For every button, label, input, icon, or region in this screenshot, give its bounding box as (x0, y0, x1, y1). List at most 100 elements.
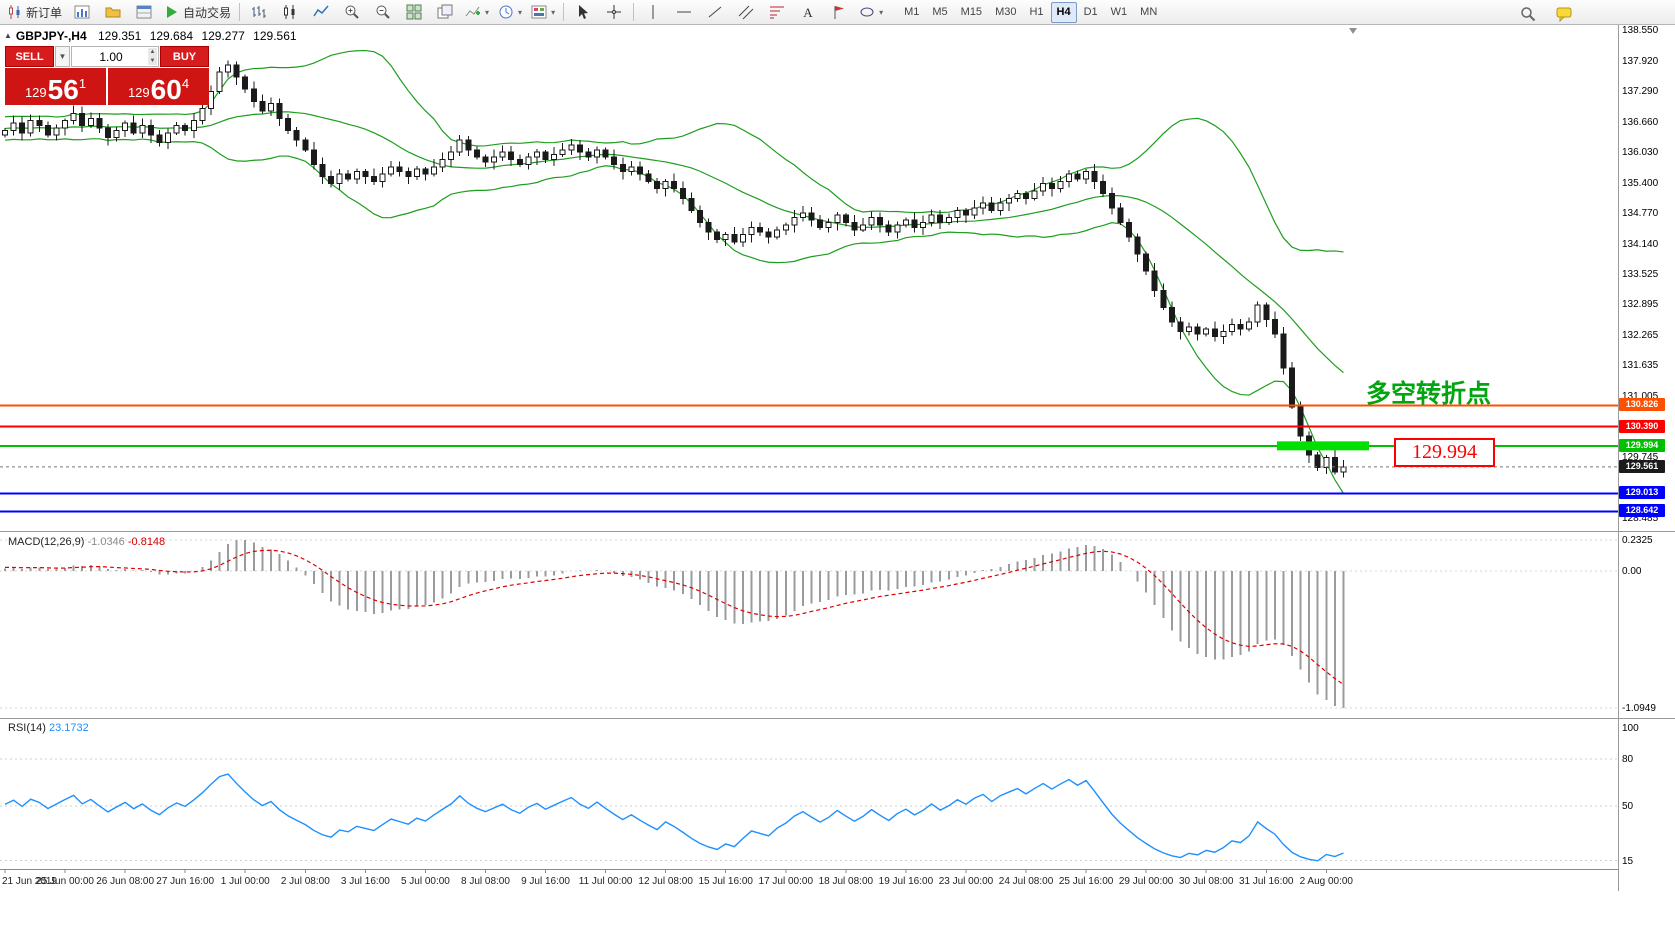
trendline-tool-button[interactable] (700, 1, 730, 24)
chat-button[interactable] (1549, 2, 1579, 25)
sell-price-button[interactable]: 129 56 1 (5, 68, 106, 105)
crosshair-button[interactable] (599, 1, 629, 24)
timeframe-group: M1 M5 M15 M30 H1 H4 D1 W1 MN (898, 1, 1163, 23)
timeframe-m30[interactable]: M30 (995, 6, 1017, 18)
pane-separator[interactable] (0, 531, 1675, 532)
svg-text:A: A (803, 5, 813, 20)
periods-button[interactable]: ▾ (494, 1, 526, 24)
fibonacci-tool-button[interactable] (762, 1, 792, 24)
timeframe-d1[interactable]: D1 (1083, 6, 1098, 18)
y-axis-label: 133.525 (1622, 268, 1659, 280)
search-button[interactable] (1513, 2, 1543, 25)
cascade-windows-button[interactable] (430, 1, 460, 24)
oneclick-collapse-toggle[interactable]: ▲ (4, 31, 12, 40)
rsi-indicator-pane[interactable] (0, 719, 1618, 869)
buy-price-button[interactable]: 129 60 4 (108, 68, 209, 105)
rsi-scale-label: 80 (1622, 754, 1634, 766)
vertical-line-tool-button[interactable] (638, 1, 668, 24)
volume-input[interactable] (72, 47, 158, 66)
ohlc-open: 129.351 (97, 29, 142, 43)
symbol-period-label: GBPJPY-,H4 (15, 29, 87, 43)
timeframe-mn[interactable]: MN (1140, 6, 1158, 18)
bar-chart-mode-button[interactable] (244, 1, 274, 24)
shapes-button[interactable]: ▾ (855, 1, 887, 24)
candle (1289, 367, 1295, 408)
candle (1048, 183, 1055, 190)
candle (911, 219, 918, 228)
timeframe-m1[interactable]: M1 (904, 6, 920, 18)
candle (731, 234, 738, 243)
candle (285, 117, 292, 131)
dropdown-arrow-icon: ▾ (551, 7, 556, 17)
charts-button[interactable] (67, 1, 97, 24)
macd-indicator-pane[interactable] (0, 532, 1618, 718)
profiles-button[interactable] (98, 1, 128, 24)
chart-shift-marker[interactable] (1349, 28, 1357, 34)
candle (739, 234, 746, 243)
candlestick-mode-button[interactable] (275, 1, 305, 24)
tile-windows-button[interactable] (399, 1, 429, 24)
volume-increment-button[interactable]: ▲ (148, 48, 157, 57)
candle (559, 149, 566, 156)
price-tag[interactable]: 129.994 (1619, 438, 1665, 452)
line-chart-mode-button[interactable] (306, 1, 336, 24)
new-order-icon (9, 5, 20, 19)
x-axis-label: 3 Jul 16:00 (341, 876, 390, 887)
buy-button[interactable]: BUY (160, 46, 209, 67)
chart-annotation-text[interactable]: 多空转折点 (1366, 380, 1492, 408)
candle (122, 122, 129, 131)
new-order-button[interactable]: 新订单 (3, 1, 66, 24)
autotrading-button[interactable]: 自动交易 (160, 1, 235, 24)
candle (267, 103, 274, 112)
zoom-in-button[interactable] (337, 1, 367, 24)
cursor-button[interactable] (568, 1, 598, 24)
candle (439, 158, 446, 168)
terminal-button[interactable] (129, 1, 159, 24)
timeframe-w1[interactable]: W1 (1110, 6, 1128, 18)
channel-tool-button[interactable] (731, 1, 761, 24)
candle (542, 151, 549, 160)
bollinger-band (4, 49, 1344, 253)
horizontal-line-tool-button[interactable] (669, 1, 699, 24)
volume-decrement-button[interactable]: ▼ (148, 56, 157, 65)
text-tool-button[interactable]: A (793, 1, 823, 24)
rsi-scale-label: 15 (1622, 855, 1634, 867)
candle (1168, 306, 1175, 323)
timeframe-h4[interactable]: H4 (1050, 1, 1077, 23)
price-tag[interactable]: 129.013 (1619, 486, 1665, 500)
support-zone-highlight[interactable] (1277, 441, 1369, 451)
candle (602, 149, 609, 158)
indicators-button[interactable]: ▾ (461, 1, 493, 24)
price-chart-pane[interactable] (0, 25, 1618, 531)
candle (130, 122, 137, 134)
price-scale-border (1618, 25, 1619, 891)
candle (345, 173, 352, 180)
candle (1186, 326, 1193, 333)
order-type-dropdown[interactable]: ▼ (55, 46, 70, 67)
dropdown-arrow-icon: ▾ (518, 7, 523, 17)
timeframe-h1[interactable]: H1 (1029, 6, 1044, 18)
label-tool-button[interactable] (824, 1, 854, 24)
candle (302, 139, 309, 151)
volume-field: ▲ ▼ (71, 46, 159, 67)
price-tag[interactable]: 130.390 (1619, 419, 1665, 433)
sell-button[interactable]: SELL (5, 46, 54, 67)
x-axis-label: 24 Jul 08:00 (999, 876, 1054, 887)
zoom-out-icon (376, 5, 390, 19)
pane-separator[interactable] (0, 718, 1675, 719)
candle (431, 166, 437, 175)
zoom-out-button[interactable] (368, 1, 398, 24)
timeframe-m5[interactable]: M5 (932, 6, 948, 18)
one-click-trading-panel: SELL ▼ ▲ ▼ BUY 129 56 1 129 60 4 (5, 46, 209, 105)
price-callout-box[interactable]: 129.994 (1394, 438, 1495, 467)
candle (988, 202, 995, 211)
candle (10, 122, 17, 131)
price-tag[interactable]: 130.826 (1619, 398, 1665, 412)
templates-button[interactable]: ▾ (527, 1, 559, 24)
candle (1331, 457, 1338, 473)
candle (954, 209, 961, 219)
y-axis-label: 136.030 (1622, 147, 1659, 159)
timeframe-m15[interactable]: M15 (960, 6, 983, 18)
price-tag[interactable]: 128.642 (1619, 504, 1665, 518)
